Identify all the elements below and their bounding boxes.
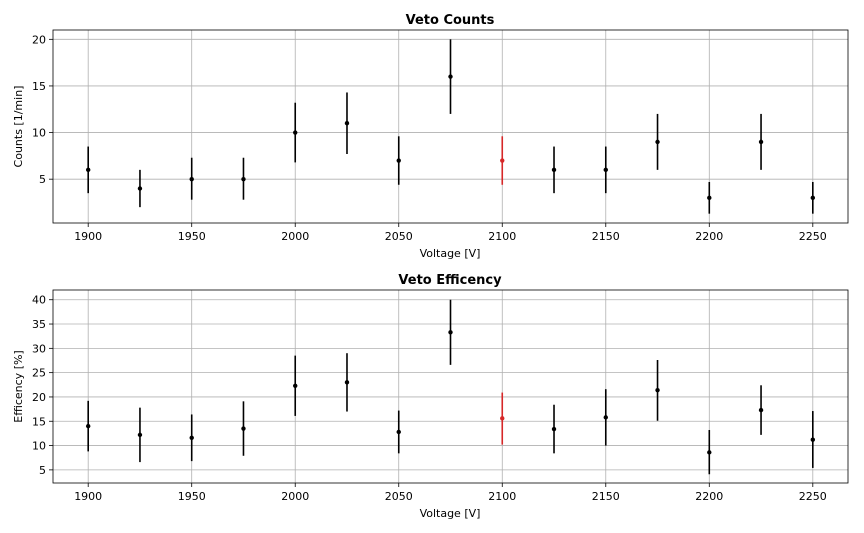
x-tick-label: 1900	[74, 230, 102, 243]
data-point	[396, 429, 401, 435]
y-tick-label: 5	[39, 173, 46, 186]
y-tick-label: 30	[32, 342, 46, 355]
chart-veto-efficency: Veto Efficency 1900 1950 2000 2050 2100 2150 2…	[12, 273, 849, 520]
x-tick-label: 1900	[74, 490, 102, 503]
y-tick-label: 10	[32, 440, 46, 453]
data-point	[603, 415, 608, 420]
data-point	[293, 130, 298, 135]
data-point	[241, 426, 246, 431]
data-point	[448, 74, 453, 79]
chart-title: Veto Counts	[406, 13, 495, 28]
data-point	[137, 432, 143, 438]
x-tick-label: 2100	[488, 230, 516, 243]
plot-frame	[52, 289, 849, 484]
data-point	[655, 387, 660, 393]
points-layer	[85, 39, 816, 214]
data-point	[189, 176, 194, 182]
data-point	[137, 186, 143, 191]
data-point	[241, 176, 246, 182]
y-tick-label: 15	[32, 80, 46, 93]
data-point	[344, 380, 350, 385]
x-tick-label: 2200	[695, 490, 723, 503]
x-tick-label: 2100	[488, 490, 516, 503]
data-point	[758, 407, 764, 413]
y-tick-label: 20	[32, 33, 46, 46]
data-point	[810, 195, 816, 201]
data-point	[758, 139, 764, 145]
y-tick-label: 20	[32, 391, 46, 404]
x-tick-label: 2000	[281, 490, 309, 503]
points-layer	[85, 299, 816, 475]
data-point	[551, 426, 557, 432]
x-tick-label: 2250	[799, 230, 827, 243]
data-point	[85, 167, 91, 173]
x-axis-label: Voltage [V]	[420, 247, 481, 260]
x-tick-label: 2050	[385, 230, 413, 243]
plot-frame	[52, 29, 849, 224]
y-tick-label: 40	[32, 294, 46, 307]
data-point	[551, 167, 557, 173]
data-point	[396, 158, 401, 163]
data-point	[707, 450, 712, 455]
data-point	[189, 435, 194, 440]
chart-title: Veto Efficency	[398, 273, 502, 288]
x-tick-label: 1950	[178, 230, 206, 243]
data-point	[85, 423, 91, 429]
data-point	[655, 139, 660, 145]
y-axis-label: Counts [1/min]	[12, 86, 25, 168]
x-tick-label: 2050	[385, 490, 413, 503]
x-tick-label: 2000	[281, 230, 309, 243]
x-tick-label: 1950	[178, 490, 206, 503]
data-point	[500, 416, 505, 421]
ticks-layer: 1900 1950 2000 2050 2100 2150 2200 2250 5 10 15 20	[32, 33, 827, 243]
x-tick-label: 2250	[799, 490, 827, 503]
chart-veto-counts: Veto Counts 1900 1950 2000 2050 2100 2150 2200…	[12, 13, 849, 260]
x-tick-label: 2150	[592, 230, 620, 243]
data-point	[293, 383, 298, 388]
x-tick-label: 2150	[592, 490, 620, 503]
data-point	[810, 437, 816, 442]
x-axis-label: Voltage [V]	[420, 507, 481, 520]
data-point	[707, 195, 712, 201]
y-tick-label: 5	[39, 464, 46, 477]
y-tick-label: 15	[32, 415, 46, 428]
data-point	[603, 167, 608, 173]
data-point	[448, 330, 453, 335]
y-tick-label: 25	[32, 367, 46, 380]
y-tick-label: 35	[32, 318, 46, 331]
data-point	[344, 121, 350, 126]
ticks-layer: 1900 1950 2000 2050 2100 2150 2200 2250 5 10 15 20 2…	[32, 294, 827, 503]
y-tick-label: 10	[32, 127, 46, 140]
y-axis-label: Efficency [%]	[12, 350, 25, 422]
data-point	[500, 158, 505, 163]
x-tick-label: 2200	[695, 230, 723, 243]
